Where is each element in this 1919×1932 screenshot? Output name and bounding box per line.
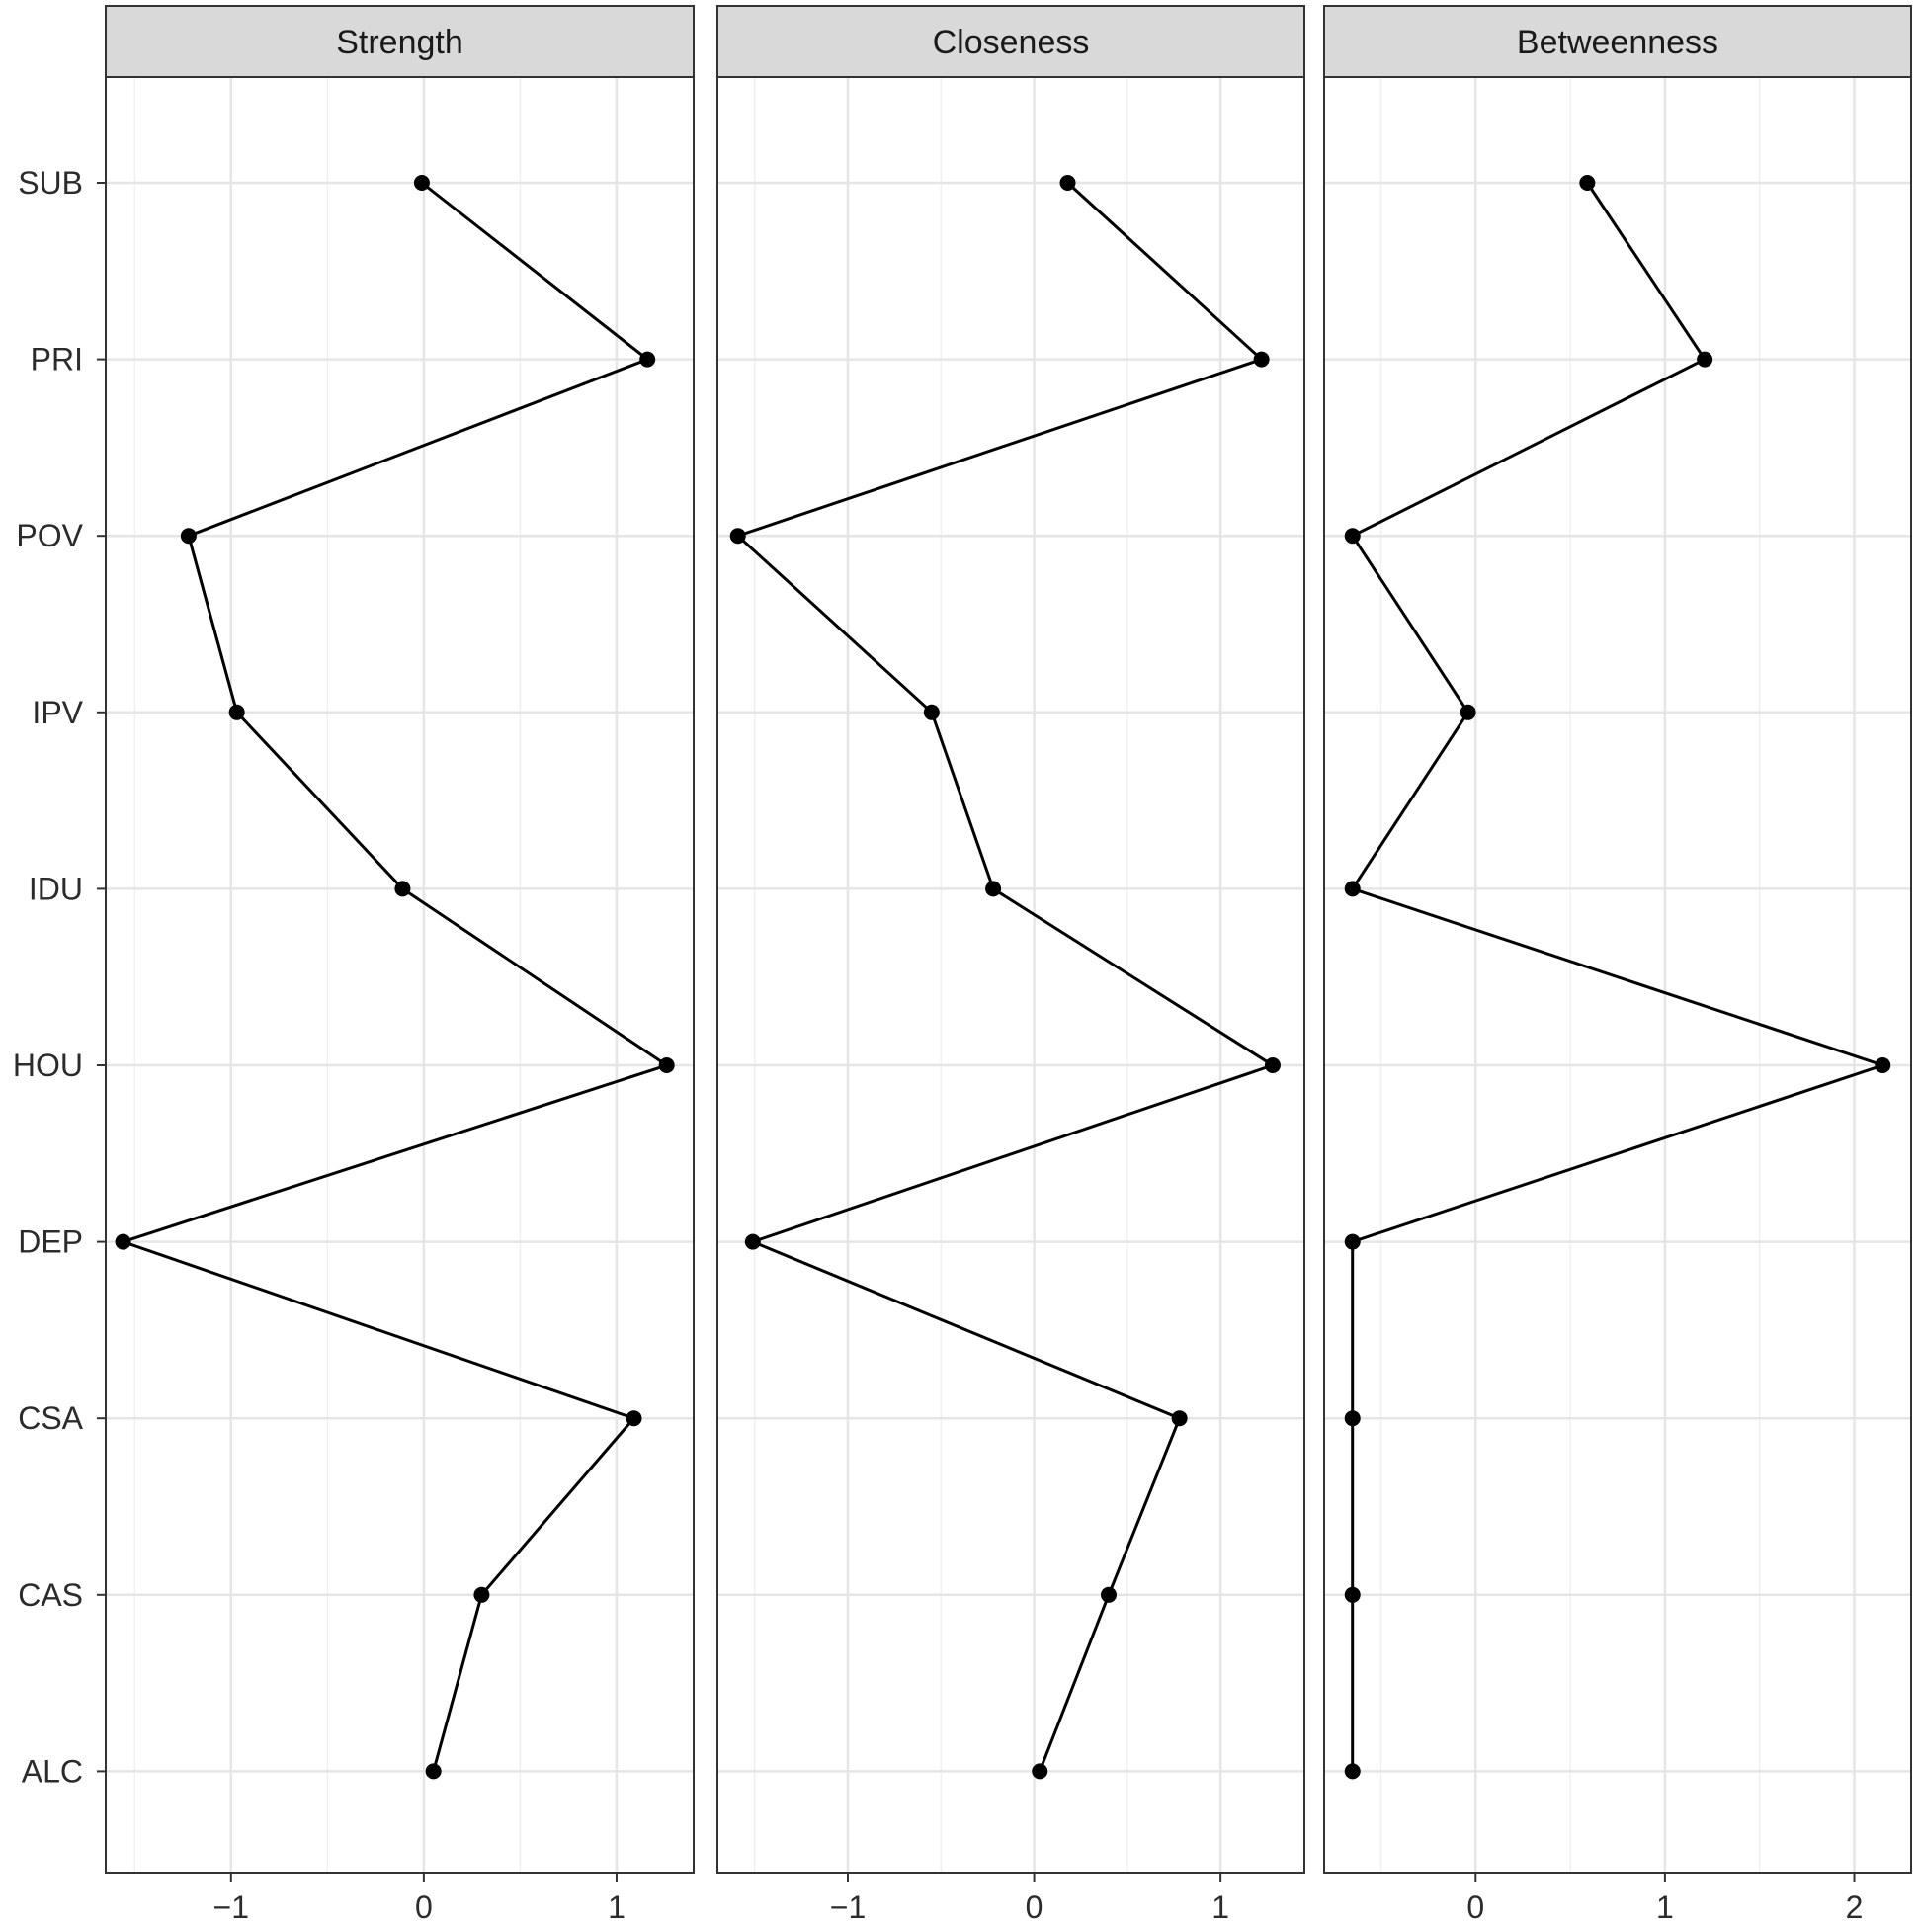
series-line bbox=[734, 181, 1277, 1772]
panel-border bbox=[716, 76, 1305, 1874]
panel-border bbox=[1323, 76, 1912, 1874]
y-tick-label: DEP bbox=[18, 1224, 83, 1260]
strip-background bbox=[716, 5, 1305, 78]
data-point-alc bbox=[1032, 1763, 1048, 1780]
strip-title-closeness: Closeness bbox=[933, 24, 1090, 61]
y-tick-label: HOU bbox=[13, 1048, 83, 1083]
y-tick-label: IPV bbox=[32, 695, 83, 730]
data-point-pri bbox=[1253, 351, 1270, 368]
data-point-pov bbox=[729, 528, 746, 545]
series-line bbox=[118, 181, 671, 1772]
data-point-pri bbox=[1697, 351, 1713, 368]
y-tick-label: PRI bbox=[31, 342, 83, 378]
data-point-dep bbox=[744, 1233, 761, 1250]
panel-closeness: Closeness −1 0 1 bbox=[716, 5, 1305, 1925]
data-point-alc bbox=[1344, 1763, 1361, 1780]
panel-background bbox=[717, 77, 1304, 1873]
data-point-hou bbox=[1264, 1057, 1281, 1073]
y-tick-label: IDU bbox=[29, 871, 83, 906]
data-point-cas bbox=[473, 1586, 490, 1603]
panel-background bbox=[1324, 77, 1911, 1873]
data-point-alc bbox=[425, 1763, 442, 1780]
strip-title-strength: Strength bbox=[336, 24, 463, 61]
data-point-sub bbox=[413, 175, 430, 191]
data-point-cas bbox=[1101, 1586, 1117, 1603]
data-point-pri bbox=[639, 351, 656, 368]
panel-border bbox=[105, 76, 695, 1874]
data-point-pov bbox=[180, 528, 197, 545]
data-point-dep bbox=[1344, 1233, 1361, 1250]
y-tick-label: ALC bbox=[22, 1753, 83, 1789]
data-point-ipv bbox=[228, 704, 245, 720]
series-line bbox=[1350, 182, 1888, 1772]
data-point-cas bbox=[1344, 1586, 1361, 1603]
data-point-hou bbox=[1875, 1057, 1891, 1073]
data-point-pov bbox=[1344, 528, 1361, 545]
data-point-ipv bbox=[1460, 704, 1476, 720]
panel-strength: Strength −1 0 1 bbox=[105, 5, 695, 1925]
x-tick-label: 0 bbox=[1466, 1890, 1484, 1925]
x-tick-label: 0 bbox=[1026, 1890, 1043, 1925]
panel-betweenness: Betweenness 0 1 2 bbox=[1323, 5, 1912, 1925]
y-tick-label: CAS bbox=[18, 1577, 83, 1613]
data-point-idu bbox=[985, 881, 1002, 897]
data-point-csa bbox=[626, 1410, 642, 1427]
y-axis: SUB PRI POV IPV IDU HOU DEP CSA CAS ALC bbox=[13, 165, 106, 1789]
data-point-csa bbox=[1171, 1410, 1188, 1427]
x-tick-label: 2 bbox=[1846, 1890, 1864, 1925]
strip-background bbox=[1323, 5, 1912, 78]
data-point-idu bbox=[394, 881, 411, 897]
x-tick-label: 1 bbox=[1211, 1890, 1229, 1925]
y-tick-label: CSA bbox=[18, 1400, 83, 1436]
y-tick-label: POV bbox=[16, 518, 83, 553]
data-point-ipv bbox=[923, 704, 940, 720]
y-tick-label: SUB bbox=[18, 165, 83, 201]
x-tick-label: −1 bbox=[213, 1890, 249, 1925]
strip-title-betweenness: Betweenness bbox=[1517, 24, 1718, 61]
x-tick-label: −1 bbox=[830, 1890, 866, 1925]
data-point-sub bbox=[1059, 175, 1076, 191]
data-point-sub bbox=[1579, 175, 1596, 191]
panel-background bbox=[106, 77, 694, 1873]
x-tick-label: 1 bbox=[1656, 1890, 1674, 1925]
data-point-idu bbox=[1344, 881, 1361, 897]
x-tick-label: 1 bbox=[608, 1890, 626, 1925]
data-point-csa bbox=[1344, 1410, 1361, 1427]
x-tick-label: 0 bbox=[415, 1890, 433, 1925]
data-point-dep bbox=[115, 1233, 131, 1250]
data-point-hou bbox=[658, 1057, 675, 1073]
